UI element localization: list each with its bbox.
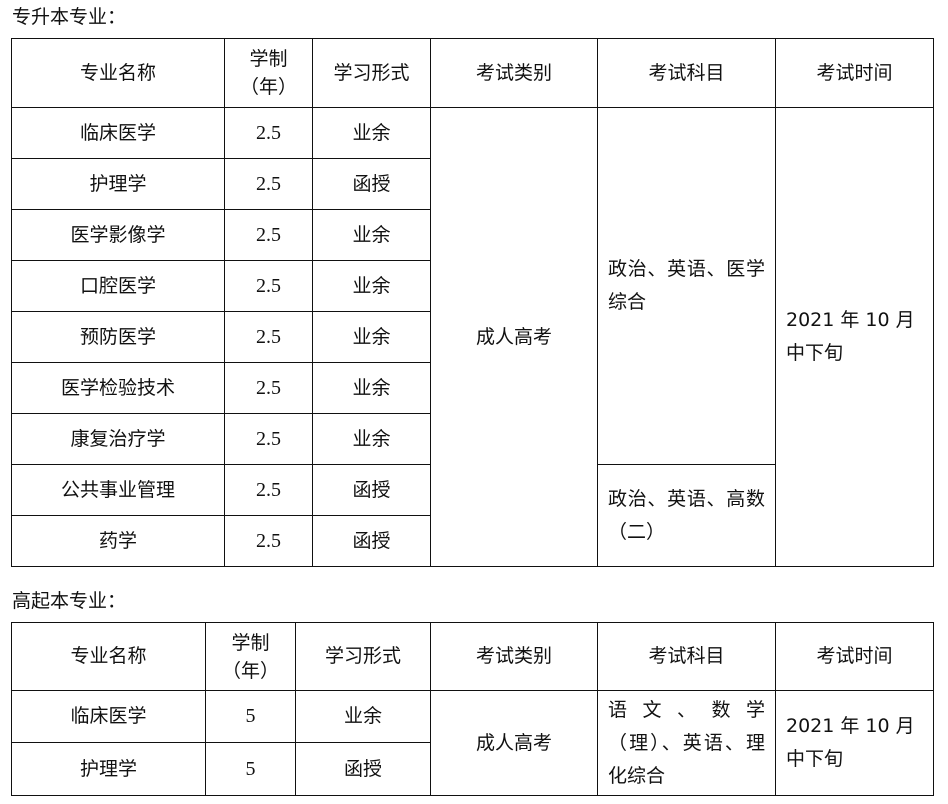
subjects-cell: 政治、英语、医学综合 bbox=[597, 107, 776, 465]
exam-time-cell: 2021 年 10 月中下旬 bbox=[775, 690, 934, 796]
major-cell: 护理学 bbox=[11, 158, 225, 210]
exam-type-cell: 成人高考 bbox=[430, 107, 598, 567]
major-cell: 临床医学 bbox=[11, 107, 225, 159]
header-cell: 专业名称 bbox=[11, 38, 225, 108]
years-cell: 2.5 bbox=[224, 362, 313, 414]
header-row: 专业名称 学制（年） 学习形式 考试类别 考试科目 考试时间 bbox=[11, 38, 934, 108]
major-cell: 公共事业管理 bbox=[11, 464, 225, 516]
mode-cell: 业余 bbox=[312, 413, 431, 465]
major-cell: 医学检验技术 bbox=[11, 362, 225, 414]
major-cell: 口腔医学 bbox=[11, 260, 225, 312]
years-cell: 2.5 bbox=[224, 413, 313, 465]
header-cell: 学习形式 bbox=[295, 622, 431, 691]
mode-cell: 业余 bbox=[312, 362, 431, 414]
table-row: 医学检验技术 2.5 业余 bbox=[11, 362, 934, 414]
years-cell: 5 bbox=[205, 690, 296, 743]
header-cell: 考试类别 bbox=[430, 622, 598, 691]
mode-cell: 函授 bbox=[295, 742, 431, 796]
header-cell: 学习形式 bbox=[312, 38, 431, 108]
mode-cell: 业余 bbox=[295, 690, 431, 743]
years-cell: 2.5 bbox=[224, 158, 313, 210]
table-row: 康复治疗学 2.5 业余 bbox=[11, 413, 934, 465]
table-row: 医学影像学 2.5 业余 bbox=[11, 209, 934, 261]
exam-type-cell: 成人高考 bbox=[430, 690, 598, 796]
years-cell: 2.5 bbox=[224, 515, 313, 567]
years-cell: 2.5 bbox=[224, 260, 313, 312]
years-cell: 2.5 bbox=[224, 464, 313, 516]
mode-cell: 业余 bbox=[312, 209, 431, 261]
table-row: 临床医学 5 业余 成人高考 语文、数学（理）、英语、理化综合 2021 年 1… bbox=[11, 690, 934, 796]
mode-cell: 业余 bbox=[312, 107, 431, 159]
years-cell: 2.5 bbox=[224, 107, 313, 159]
header-cell: 学制（年） bbox=[224, 38, 313, 108]
major-cell: 医学影像学 bbox=[11, 209, 225, 261]
mode-cell: 业余 bbox=[312, 260, 431, 312]
header-row: 专业名称 学制（年） 学习形式 考试类别 考试科目 考试时间 bbox=[11, 622, 934, 691]
mode-cell: 业余 bbox=[312, 311, 431, 363]
table-row: 护理学 2.5 函授 bbox=[11, 158, 934, 210]
major-cell: 药学 bbox=[11, 515, 225, 567]
header-cell: 专业名称 bbox=[11, 622, 206, 691]
table-row: 预防医学 2.5 业余 bbox=[11, 311, 934, 363]
header-cell: 考试类别 bbox=[430, 38, 598, 108]
subjects-cell: 语文、数学（理）、英语、理化综合 bbox=[597, 690, 776, 796]
header-cell: 考试科目 bbox=[597, 622, 776, 691]
section-title-highschool: 高起本专业： bbox=[12, 590, 127, 612]
mode-cell: 函授 bbox=[312, 158, 431, 210]
years-cell: 5 bbox=[205, 742, 296, 796]
header-cell: 学制（年） bbox=[205, 622, 296, 691]
highschool-majors-table: 专业名称 学制（年） 学习形式 考试类别 考试科目 考试时间 临床医学 5 业余… bbox=[11, 622, 934, 796]
header-cell: 考试时间 bbox=[775, 622, 934, 691]
header-cell: 考试时间 bbox=[775, 38, 934, 108]
years-cell: 2.5 bbox=[224, 209, 313, 261]
table-row: 护理学 5 函授 bbox=[11, 742, 934, 796]
section-title-upgrade: 专升本专业： bbox=[12, 6, 127, 28]
major-cell: 康复治疗学 bbox=[11, 413, 225, 465]
table-row: 临床医学 2.5 业余 成人高考 政治、英语、医学综合 2021 年 10 月中下旬 bbox=[11, 107, 934, 567]
upgrade-majors-table: 专业名称 学制（年） 学习形式 考试类别 考试科目 考试时间 临床医学 2.5 业余… bbox=[11, 38, 934, 567]
mode-cell: 函授 bbox=[312, 464, 431, 516]
exam-time-cell: 2021 年 10 月中下旬 bbox=[775, 107, 934, 567]
major-cell: 护理学 bbox=[11, 742, 206, 796]
major-cell: 临床医学 bbox=[11, 690, 206, 743]
years-cell: 2.5 bbox=[224, 311, 313, 363]
mode-cell: 函授 bbox=[312, 515, 431, 567]
major-cell: 预防医学 bbox=[11, 311, 225, 363]
table-row: 公共事业管理 2.5 函授 政治、英语、高数（二） bbox=[11, 464, 934, 567]
table-row: 口腔医学 2.5 业余 bbox=[11, 260, 934, 312]
table-row: 药学 2.5 函授 bbox=[11, 515, 934, 567]
subjects-cell: 政治、英语、高数（二） bbox=[597, 464, 776, 567]
header-cell: 考试科目 bbox=[597, 38, 776, 108]
